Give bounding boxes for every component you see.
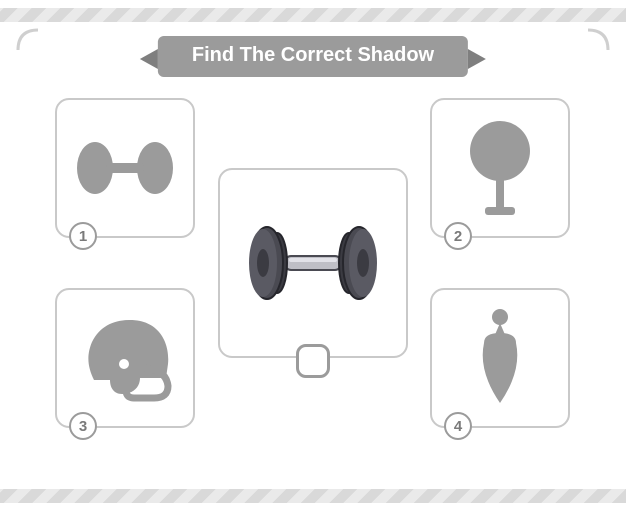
option-number-1: 1 <box>69 222 97 250</box>
dumbbell-color-icon <box>233 208 393 318</box>
option-number-3: 3 <box>69 412 97 440</box>
title-banner: Find The Correct Shadow <box>158 36 468 77</box>
title-text: Find The Correct Shadow <box>192 44 434 66</box>
option-2-shape <box>432 100 568 236</box>
option-card-2[interactable]: 2 <box>430 98 570 238</box>
corner-decoration-tr <box>572 26 612 66</box>
top-stripe <box>0 8 626 22</box>
speed-bag-silhouette-icon <box>460 303 540 413</box>
option-4-shape <box>432 290 568 426</box>
bottom-stripe <box>0 489 626 503</box>
football-helmet-silhouette-icon <box>70 308 180 408</box>
center-object <box>220 170 406 356</box>
option-card-3[interactable]: 3 <box>55 288 195 428</box>
option-3-shape <box>57 290 193 426</box>
option-1-shape <box>57 100 193 236</box>
center-card <box>218 168 408 358</box>
option-number-2: 2 <box>444 222 472 250</box>
option-number-4: 4 <box>444 412 472 440</box>
ball-on-tee-silhouette-icon <box>455 113 545 223</box>
option-card-1[interactable]: 1 <box>55 98 195 238</box>
answer-box[interactable] <box>296 344 330 378</box>
stage: 1 2 3 <box>0 88 626 468</box>
dumbbell-silhouette-icon <box>70 133 180 203</box>
option-card-4[interactable]: 4 <box>430 288 570 428</box>
corner-decoration-tl <box>14 26 54 66</box>
